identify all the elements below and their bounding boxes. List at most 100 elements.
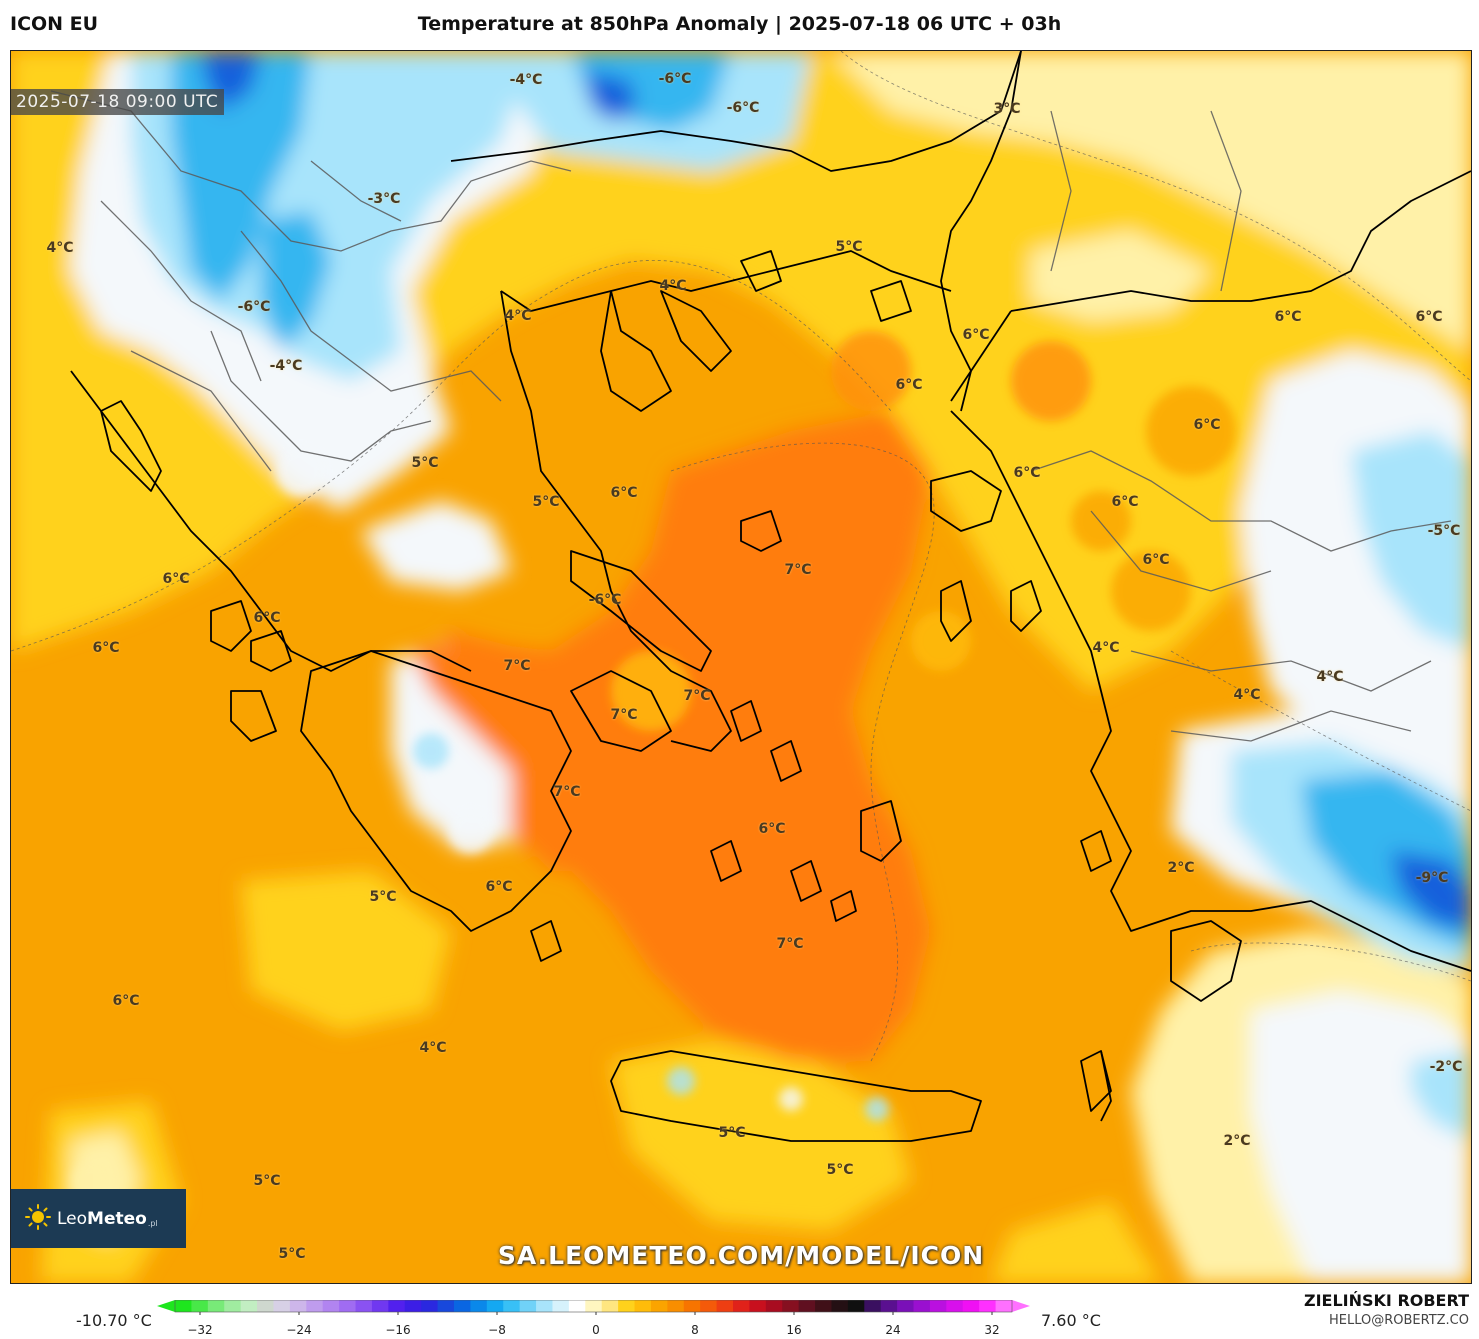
temp-label: 5°C xyxy=(826,1162,854,1178)
temp-label: 6°C xyxy=(895,377,923,393)
colorbar-min-label: -10.70 °C xyxy=(76,1311,152,1330)
colorbar-swatch xyxy=(207,1300,225,1312)
colorbar-swatch xyxy=(257,1300,275,1312)
colorbar-swatch xyxy=(847,1300,865,1312)
temp-label: 2°C xyxy=(1223,1133,1251,1149)
temp-label: 2°C xyxy=(1167,860,1195,876)
weather-map[interactable]: 2025-07-18 09:00 UTC -4°C -6°C -6°C 3°C -3°C… xyxy=(10,50,1472,1284)
temp-label: 7°C xyxy=(610,707,638,723)
colorbar-swatch xyxy=(371,1300,389,1312)
temp-label: -2°C xyxy=(1429,1059,1463,1075)
colorbar-swatch xyxy=(765,1300,783,1312)
logo-suffix: .pl xyxy=(147,1219,158,1228)
colorbar-swatch xyxy=(618,1300,636,1312)
colorbar-swatch xyxy=(667,1300,685,1312)
colorbar-swatch xyxy=(224,1300,242,1312)
temp-label: 6°C xyxy=(1142,552,1170,568)
colorbar-swatch xyxy=(306,1300,324,1312)
temp-label: 4°C xyxy=(1233,687,1261,703)
colorbar-swatch xyxy=(519,1300,537,1312)
sun-icon xyxy=(25,1203,51,1234)
colorbar-swatch xyxy=(815,1300,833,1312)
temp-label: 6°C xyxy=(112,993,140,1009)
model-name: ICON EU xyxy=(10,13,99,35)
temp-label: 6°C xyxy=(485,879,513,895)
temp-label: 6°C xyxy=(758,821,786,837)
colorbar-swatch xyxy=(716,1300,734,1312)
colorbar-swatch xyxy=(733,1300,751,1312)
colorbar-swatch xyxy=(880,1300,898,1312)
colorbar-swatch xyxy=(897,1300,915,1312)
colorbar-swatch xyxy=(979,1300,997,1312)
leometeo-logo[interactable]: LeoMeteo .pl xyxy=(11,1189,186,1248)
colorbar-tick-label: −16 xyxy=(385,1323,411,1337)
temp-label: 4°C xyxy=(504,308,532,324)
colorbar-swatch xyxy=(683,1300,701,1312)
temp-label: 7°C xyxy=(784,562,812,578)
colorbar-swatch xyxy=(355,1300,373,1312)
colorbar-swatch xyxy=(749,1300,767,1312)
temp-label: 5°C xyxy=(253,1173,281,1189)
colorbar-low-arrow xyxy=(157,1300,175,1312)
colorbar-swatch xyxy=(929,1300,947,1312)
colorbar-swatch xyxy=(454,1300,472,1312)
colorbar-swatch xyxy=(601,1300,619,1312)
colorbar-swatch xyxy=(700,1300,718,1312)
temp-label: 3°C xyxy=(993,101,1021,117)
colorbar-swatch xyxy=(388,1300,406,1312)
temp-label: 6°C xyxy=(92,640,120,656)
colorbar-tick-label: 0 xyxy=(592,1323,600,1337)
colorbar-swatch xyxy=(650,1300,668,1312)
temp-label: 6°C xyxy=(1013,465,1041,481)
chart-title: Temperature at 850hPa Anomaly | 2025-07-… xyxy=(417,13,1062,35)
colorbar-swatch xyxy=(634,1300,652,1312)
colorbar-swatch xyxy=(273,1300,291,1312)
author-email[interactable]: HELLO@ROBERTZ.CO xyxy=(1328,1313,1469,1328)
colorbar-high-arrow xyxy=(1012,1300,1030,1312)
valid-time-badge: 2025-07-18 09:00 UTC xyxy=(11,89,225,115)
temp-label: 5°C xyxy=(835,239,863,255)
temp-label: 4°C xyxy=(46,240,74,256)
colorbar-ticks: −32 −24 −16 −8 0 8 16 24 32 xyxy=(0,1323,1479,1339)
colorbar-swatch xyxy=(536,1300,554,1312)
temp-label: 7°C xyxy=(683,688,711,704)
temp-label: -5°C xyxy=(1427,523,1461,539)
colorbar-swatch xyxy=(470,1300,488,1312)
colorbar-swatch xyxy=(962,1300,980,1312)
colorbar-swatch xyxy=(913,1300,931,1312)
colorbar-tick-label: 8 xyxy=(691,1323,699,1337)
temp-label: 5°C xyxy=(532,494,560,510)
temp-label: 4°C xyxy=(1092,640,1120,656)
temp-label: 5°C xyxy=(369,889,397,905)
colorbar-swatch xyxy=(240,1300,258,1312)
colorbar-tick-label: 24 xyxy=(885,1323,901,1337)
temp-label: 6°C xyxy=(253,610,281,626)
logo-brand-light: Leo xyxy=(57,1208,88,1229)
temp-label: -9°C xyxy=(1415,870,1449,886)
temp-label: 6°C xyxy=(162,571,190,587)
temp-label: 7°C xyxy=(553,784,581,800)
colorbar xyxy=(157,1300,1030,1315)
colorbar-swatch xyxy=(289,1300,307,1312)
temp-label: 7°C xyxy=(503,658,531,674)
temp-label: 5°C xyxy=(411,455,439,471)
colorbar-swatch xyxy=(421,1300,439,1312)
colorbar-swatch xyxy=(995,1300,1013,1312)
colorbar-swatch xyxy=(946,1300,964,1312)
colorbar-max-label: 7.60 °C xyxy=(1041,1311,1101,1330)
author-name: ZIELIŃSKI ROBERT xyxy=(1303,1291,1469,1310)
temp-label: 5°C xyxy=(718,1125,746,1141)
logo-brand-bold: Meteo xyxy=(87,1208,147,1229)
temp-label: -6°C xyxy=(237,299,271,315)
colorbar-swatch xyxy=(486,1300,504,1312)
temp-label: -3°C xyxy=(367,191,401,207)
colorbar-swatch xyxy=(503,1300,521,1312)
temp-label: 6°C xyxy=(1193,417,1221,433)
colorbar-tick-label: −32 xyxy=(187,1323,213,1337)
colorbar-tick-label: −8 xyxy=(488,1323,506,1337)
colorbar-swatch xyxy=(339,1300,357,1312)
site-url[interactable]: SA.LEOMETEO.COM/MODEL/ICON xyxy=(497,1241,985,1270)
temp-label: 5°C xyxy=(278,1246,306,1262)
temp-label: -6°C xyxy=(726,100,760,116)
temp-label: 6°C xyxy=(1111,494,1139,510)
